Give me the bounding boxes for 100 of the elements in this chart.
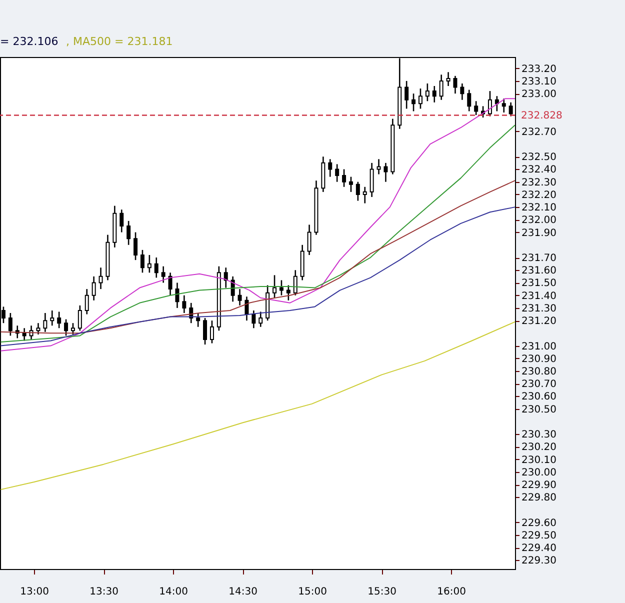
candlestick <box>182 294 186 314</box>
y-tick-label: 233.10 <box>522 76 556 88</box>
candlestick <box>203 317 208 346</box>
candlestick <box>279 280 284 296</box>
y-tick-label: 231.20 <box>522 316 556 328</box>
x-tick-label: 14:30 <box>228 586 258 598</box>
candlestick <box>404 80 409 110</box>
candlestick <box>78 304 82 332</box>
x-tick-label: 13:30 <box>90 586 118 598</box>
candlestick <box>348 176 353 193</box>
candlestick <box>474 100 478 116</box>
candlestick <box>147 254 152 274</box>
candlestick <box>508 102 513 117</box>
candlestick <box>370 162 374 198</box>
candlestick <box>134 232 138 261</box>
y-tick-label: 230.30 <box>522 430 556 441</box>
y-tick-label: 231.60 <box>522 266 556 277</box>
y-tick-label: 231.50 <box>522 278 556 290</box>
candlestick <box>488 90 492 117</box>
x-tick-label: 16:00 <box>437 586 466 598</box>
x-tick-label: 15:30 <box>368 586 396 598</box>
y-tick-label: 231.30 <box>522 303 556 314</box>
candlestick <box>356 181 360 202</box>
candlestick <box>168 272 172 296</box>
candlestick <box>8 312 12 336</box>
y-tick-label: 230.50 <box>522 404 556 416</box>
candlestick <box>335 164 340 182</box>
x-tick-label: 13:00 <box>20 586 49 598</box>
candlestick <box>161 266 166 284</box>
y-tick-label: 230.20 <box>522 442 556 454</box>
y-tick-label: 231.40 <box>522 290 556 302</box>
y-tick-label: 230.90 <box>522 354 556 365</box>
candlestick <box>460 82 464 101</box>
candlestick <box>238 288 242 306</box>
x-tick-label: 14:00 <box>159 586 188 598</box>
y-tick-label: 229.60 <box>522 518 556 529</box>
candlestick <box>328 158 332 178</box>
candlestick <box>57 311 62 329</box>
candlestick <box>43 312 48 333</box>
y-tick-label: 230.70 <box>522 379 556 390</box>
candlestick <box>196 312 200 328</box>
candlestick <box>293 269 298 296</box>
ref-line-label: 232.828 <box>521 110 562 122</box>
y-tick-label: 229.30 <box>522 556 556 567</box>
y-tick-label: 229.40 <box>522 543 556 554</box>
y-tick-label: 232.40 <box>522 164 556 176</box>
candlestick <box>439 74 444 101</box>
y-tick-label: 232.00 <box>522 215 556 226</box>
y-tick-label: 233.20 <box>522 64 556 75</box>
y-tick-label: 231.70 <box>522 253 556 264</box>
candlestick <box>425 82 430 102</box>
y-tick-label: 230.80 <box>522 366 556 378</box>
y-tick-label: 232.30 <box>522 177 556 188</box>
line-series <box>0 206 516 346</box>
y-tick-label: 233.00 <box>522 89 556 100</box>
candlestick <box>126 220 131 246</box>
candlestick <box>36 322 40 336</box>
x-tick-label: 15:00 <box>298 586 327 598</box>
y-tick-label: 231.00 <box>522 341 556 352</box>
candlestick <box>154 256 158 278</box>
y-tick-label: 229.80 <box>522 492 556 504</box>
line-series <box>0 180 516 334</box>
candlestick <box>98 266 103 290</box>
candlestick <box>342 168 346 188</box>
line-series <box>0 321 516 490</box>
y-tick-label: 232.50 <box>522 152 556 164</box>
y-tick-label: 230.00 <box>522 467 556 478</box>
candlestick <box>376 158 381 175</box>
candlestick <box>22 327 26 342</box>
y-tick-label: 229.90 <box>522 480 556 492</box>
candlestick <box>70 322 75 336</box>
candlestick <box>252 310 256 329</box>
candlestick <box>307 224 312 256</box>
y-tick-label: 231.90 <box>522 228 556 239</box>
y-tick-label: 229.50 <box>522 530 556 542</box>
y-tick-label: 232.20 <box>522 190 556 201</box>
candlestick <box>84 288 89 315</box>
candlestick <box>384 162 388 182</box>
candlestick <box>412 92 416 112</box>
candlestick <box>50 310 54 326</box>
candlestick <box>120 208 124 233</box>
y-tick-label: 230.60 <box>522 392 556 403</box>
candlestick <box>258 311 263 328</box>
candlestick <box>467 89 472 112</box>
candlestick <box>140 249 144 274</box>
candlestick <box>446 71 450 87</box>
candlestick <box>453 75 458 94</box>
candlestick <box>272 274 277 299</box>
y-tick-label: 230.10 <box>522 454 556 466</box>
candlestick <box>418 88 422 110</box>
text: = 232.106 <box>0 35 58 48</box>
y-tick-label: 232.70 <box>522 126 556 138</box>
candlestick <box>432 85 436 104</box>
y-tick-label: 232.10 <box>522 202 556 214</box>
candlestick <box>210 320 214 344</box>
text: , MA500 = 231.181 <box>66 35 173 48</box>
candlestick <box>362 186 367 204</box>
candlestick <box>64 318 68 336</box>
candlestick <box>502 98 506 114</box>
candlestick <box>175 282 180 309</box>
